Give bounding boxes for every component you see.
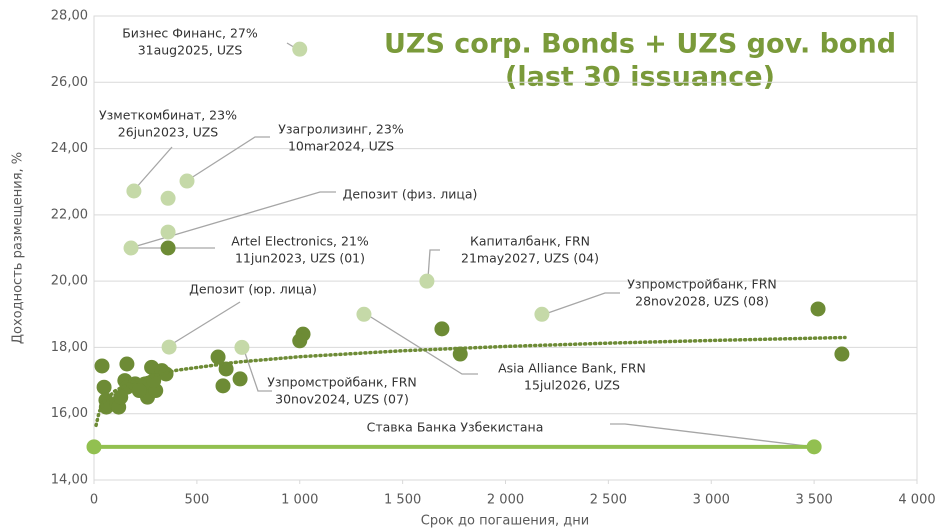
point [86, 439, 102, 455]
annotation: 21may2027, UZS (04) [461, 251, 599, 266]
point [834, 346, 850, 362]
x-axis-label: Срок до погашения, дни [421, 514, 589, 529]
point [160, 224, 176, 240]
point [434, 321, 450, 337]
y-tick-label: 28,00 [51, 9, 88, 24]
leader-line [365, 313, 478, 375]
point [806, 439, 822, 455]
annotation: Бизнес Финанс, 27% [122, 26, 258, 41]
x-tick-label: 0 [90, 493, 98, 508]
point [210, 349, 226, 365]
point [126, 183, 142, 199]
chart-title: UZS corp. Bonds + UZS gov. bond [384, 29, 896, 60]
y-tick-label: 26,00 [51, 75, 88, 90]
point [292, 41, 308, 57]
point [160, 190, 176, 206]
point [452, 346, 468, 362]
x-tick-label: 4 000 [898, 493, 935, 508]
annotation: Узагролизинг, 23% [278, 122, 404, 137]
annotation: Депозит (физ. лица) [343, 187, 478, 202]
y-tick-label: 22,00 [51, 207, 88, 222]
point [419, 273, 435, 289]
point [94, 358, 110, 374]
point [119, 356, 135, 372]
x-tick-label: 2 500 [590, 493, 627, 508]
point [534, 306, 550, 322]
leader-line [243, 349, 272, 392]
leader-line [171, 301, 241, 345]
point [161, 339, 177, 355]
x-tick-label: 3 000 [693, 493, 730, 508]
y-axis-label: Доходность размещения, % [11, 152, 26, 344]
annotation: Узпромстройбанк, FRN [627, 277, 777, 292]
annotation: Asia Alliance Bank, FRN [498, 361, 646, 376]
x-tick-label: 3 500 [796, 493, 833, 508]
point [123, 240, 139, 256]
leader-line [187, 136, 270, 181]
x-tick-label: 500 [184, 493, 209, 508]
x-tick-label: 2 000 [487, 493, 524, 508]
leader-line [134, 146, 173, 190]
point [131, 383, 147, 399]
point [234, 339, 250, 355]
point [179, 173, 195, 189]
point [160, 240, 176, 256]
point [113, 389, 129, 405]
point [356, 306, 372, 322]
annotation: Депозит (юр. лица) [189, 282, 317, 297]
leader-line [544, 292, 620, 315]
annotation: 15jul2026, UZS [524, 378, 620, 393]
annotation: 30nov2024, UZS (07) [275, 392, 409, 407]
annotation: Узметкомбинат, 23% [99, 108, 237, 123]
y-tick-label: 18,00 [51, 340, 88, 355]
leader-line [610, 423, 816, 448]
trend-line [94, 335, 847, 428]
point [232, 371, 248, 387]
annotation: 31aug2025, UZS [138, 43, 243, 58]
annotation: 28nov2028, UZS (08) [635, 294, 769, 309]
annotation: Artel Electronics, 21% [231, 234, 369, 249]
leader-line [427, 249, 440, 279]
point [215, 378, 231, 394]
annotation: Капиталбанк, FRN [470, 234, 590, 249]
point [810, 301, 826, 317]
annotation: 11jun2023, UZS (01) [235, 251, 365, 266]
y-tick-label: 14,00 [51, 473, 88, 488]
x-tick-label: 1 500 [384, 493, 421, 508]
chart-title: (last 30 issuance) [505, 62, 775, 93]
y-tick-label: 20,00 [51, 274, 88, 289]
point [292, 333, 308, 349]
leader-line [129, 191, 336, 249]
annotation: Ставка Банка Узбекистана [367, 420, 544, 435]
annotation: 10mar2024, UZS [288, 139, 394, 154]
annotation: 26jun2023, UZS [118, 125, 218, 140]
point [96, 379, 112, 395]
x-tick-label: 1 000 [281, 493, 318, 508]
y-tick-label: 16,00 [51, 406, 88, 421]
y-tick-label: 24,00 [51, 141, 88, 156]
annotation: Узпромстройбанк, FRN [267, 375, 417, 390]
